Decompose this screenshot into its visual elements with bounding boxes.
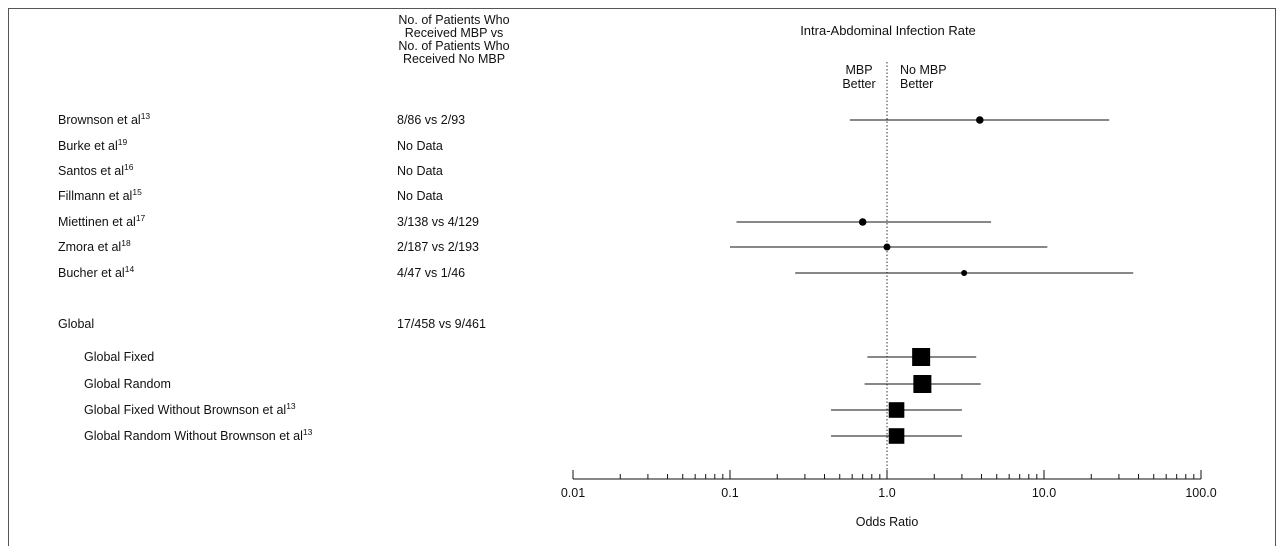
x-tick-label: 1.0 (878, 486, 895, 500)
row-label-text: Zmora et al (58, 240, 122, 254)
favors-right-label: No MBP Better (900, 63, 947, 91)
pooled-estimate (888, 428, 905, 444)
row-label: Zmora et al18 (58, 237, 131, 254)
row-label: Bucher et al14 (58, 263, 135, 280)
row-label-text: Santos et al (58, 164, 125, 178)
patients-header-line1: No. of Patients Who (398, 13, 510, 27)
row-label: Burke et al19 (58, 136, 128, 153)
row-label-text: Global Fixed Without Brownson et al (84, 403, 287, 417)
row-label: Global Fixed (84, 350, 154, 364)
row-label: Global Random Without Brownson et al13 (84, 426, 313, 443)
favors-right-line2: Better (900, 77, 934, 91)
row-reference: 17 (135, 212, 146, 223)
x-tick-label: 100.0 (1185, 486, 1216, 500)
point-estimate (961, 269, 968, 277)
point-estimate (975, 116, 984, 124)
plot-title: Intra-Abdominal Infection Rate (800, 23, 976, 38)
row-counts: 4/47 vs 1/46 (397, 266, 466, 280)
row-label-text: Global Random Without Brownson et al (84, 429, 303, 443)
row-reference: 13 (302, 426, 313, 437)
row-reference: 18 (121, 237, 131, 248)
row-counts: 3/138 vs 4/129 (397, 215, 480, 229)
row-label: Fillmann et al15 (58, 186, 142, 203)
x-tick-label: 10.0 (1032, 486, 1056, 500)
row-label: Global (58, 317, 94, 331)
patients-header-line3: No. of Patients Who (398, 39, 510, 53)
row-label: Brownson et al13 (58, 110, 151, 127)
row-counts: No Data (397, 164, 443, 178)
pooled-estimate (912, 348, 931, 366)
row-counts: No Data (397, 139, 443, 153)
x-axis-label: Odds Ratio (856, 515, 919, 529)
row-label-text: Fillmann et al (58, 189, 133, 203)
pooled-estimate (888, 402, 905, 418)
row-label-text: Brownson et al (58, 113, 141, 127)
row-counts: 2/187 vs 2/193 (397, 240, 480, 254)
pooled-estimate (913, 375, 932, 393)
x-tick-label: 0.1 (721, 486, 738, 500)
point-estimate (883, 243, 891, 251)
row-reference: 13 (140, 110, 151, 121)
row-label-text: Bucher et al (58, 266, 125, 280)
row-label-text: Global Fixed (84, 350, 155, 364)
patients-header-line2: Received MBP vs (404, 26, 504, 40)
favors-left-line1: MBP (845, 63, 873, 77)
row-reference: 13 (286, 400, 296, 411)
row-reference: 14 (124, 263, 135, 274)
row-label: Global Random (84, 377, 171, 391)
row-reference: 19 (117, 136, 128, 147)
row-label: Global Fixed Without Brownson et al13 (84, 400, 296, 417)
point-estimate (858, 218, 867, 226)
row-label-text: Burke et al (58, 139, 118, 153)
figure-frame (8, 8, 1276, 546)
favors-right-line1: No MBP (900, 63, 947, 77)
row-label-text: Global (58, 317, 95, 331)
row-label-text: Global Random (84, 377, 171, 391)
patients-header: No. of Patients Who Received MBP vs No. … (344, 14, 564, 66)
patients-header-line4: Received No MBP (402, 52, 506, 66)
row-reference: 16 (124, 161, 134, 172)
row-reference: 15 (132, 186, 142, 197)
favors-left-line2: Better (842, 77, 876, 91)
row-label-text: Miettinen et al (58, 215, 136, 229)
row-counts: 8/86 vs 2/93 (397, 113, 466, 127)
row-counts: No Data (397, 189, 443, 203)
x-tick-label: 0.01 (561, 486, 585, 500)
favors-left-label: MBP Better (838, 63, 880, 91)
row-label: Santos et al16 (58, 161, 134, 178)
row-counts: 17/458 vs 9/461 (397, 317, 486, 331)
row-label: Miettinen et al17 (58, 212, 146, 229)
